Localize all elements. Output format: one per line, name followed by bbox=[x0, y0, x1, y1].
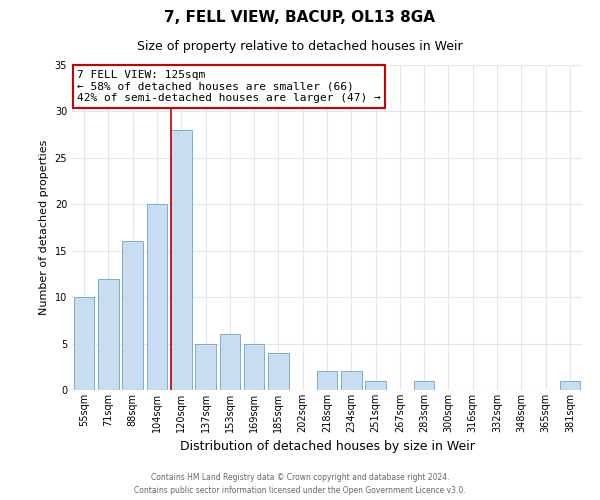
Bar bbox=[341, 372, 362, 390]
Bar bbox=[98, 278, 119, 390]
Bar bbox=[244, 344, 265, 390]
Bar bbox=[122, 242, 143, 390]
Bar bbox=[560, 380, 580, 390]
Bar bbox=[268, 353, 289, 390]
Bar bbox=[365, 380, 386, 390]
Bar bbox=[414, 380, 434, 390]
Text: 7, FELL VIEW, BACUP, OL13 8GA: 7, FELL VIEW, BACUP, OL13 8GA bbox=[164, 10, 436, 25]
Bar bbox=[220, 334, 240, 390]
Bar bbox=[317, 372, 337, 390]
X-axis label: Distribution of detached houses by size in Weir: Distribution of detached houses by size … bbox=[179, 440, 475, 454]
Bar bbox=[74, 297, 94, 390]
Bar bbox=[195, 344, 216, 390]
Text: Size of property relative to detached houses in Weir: Size of property relative to detached ho… bbox=[137, 40, 463, 53]
Y-axis label: Number of detached properties: Number of detached properties bbox=[39, 140, 49, 315]
Text: Contains HM Land Registry data © Crown copyright and database right 2024.
Contai: Contains HM Land Registry data © Crown c… bbox=[134, 473, 466, 495]
Bar bbox=[171, 130, 191, 390]
Bar bbox=[146, 204, 167, 390]
Text: 7 FELL VIEW: 125sqm
← 58% of detached houses are smaller (66)
42% of semi-detach: 7 FELL VIEW: 125sqm ← 58% of detached ho… bbox=[77, 70, 381, 103]
